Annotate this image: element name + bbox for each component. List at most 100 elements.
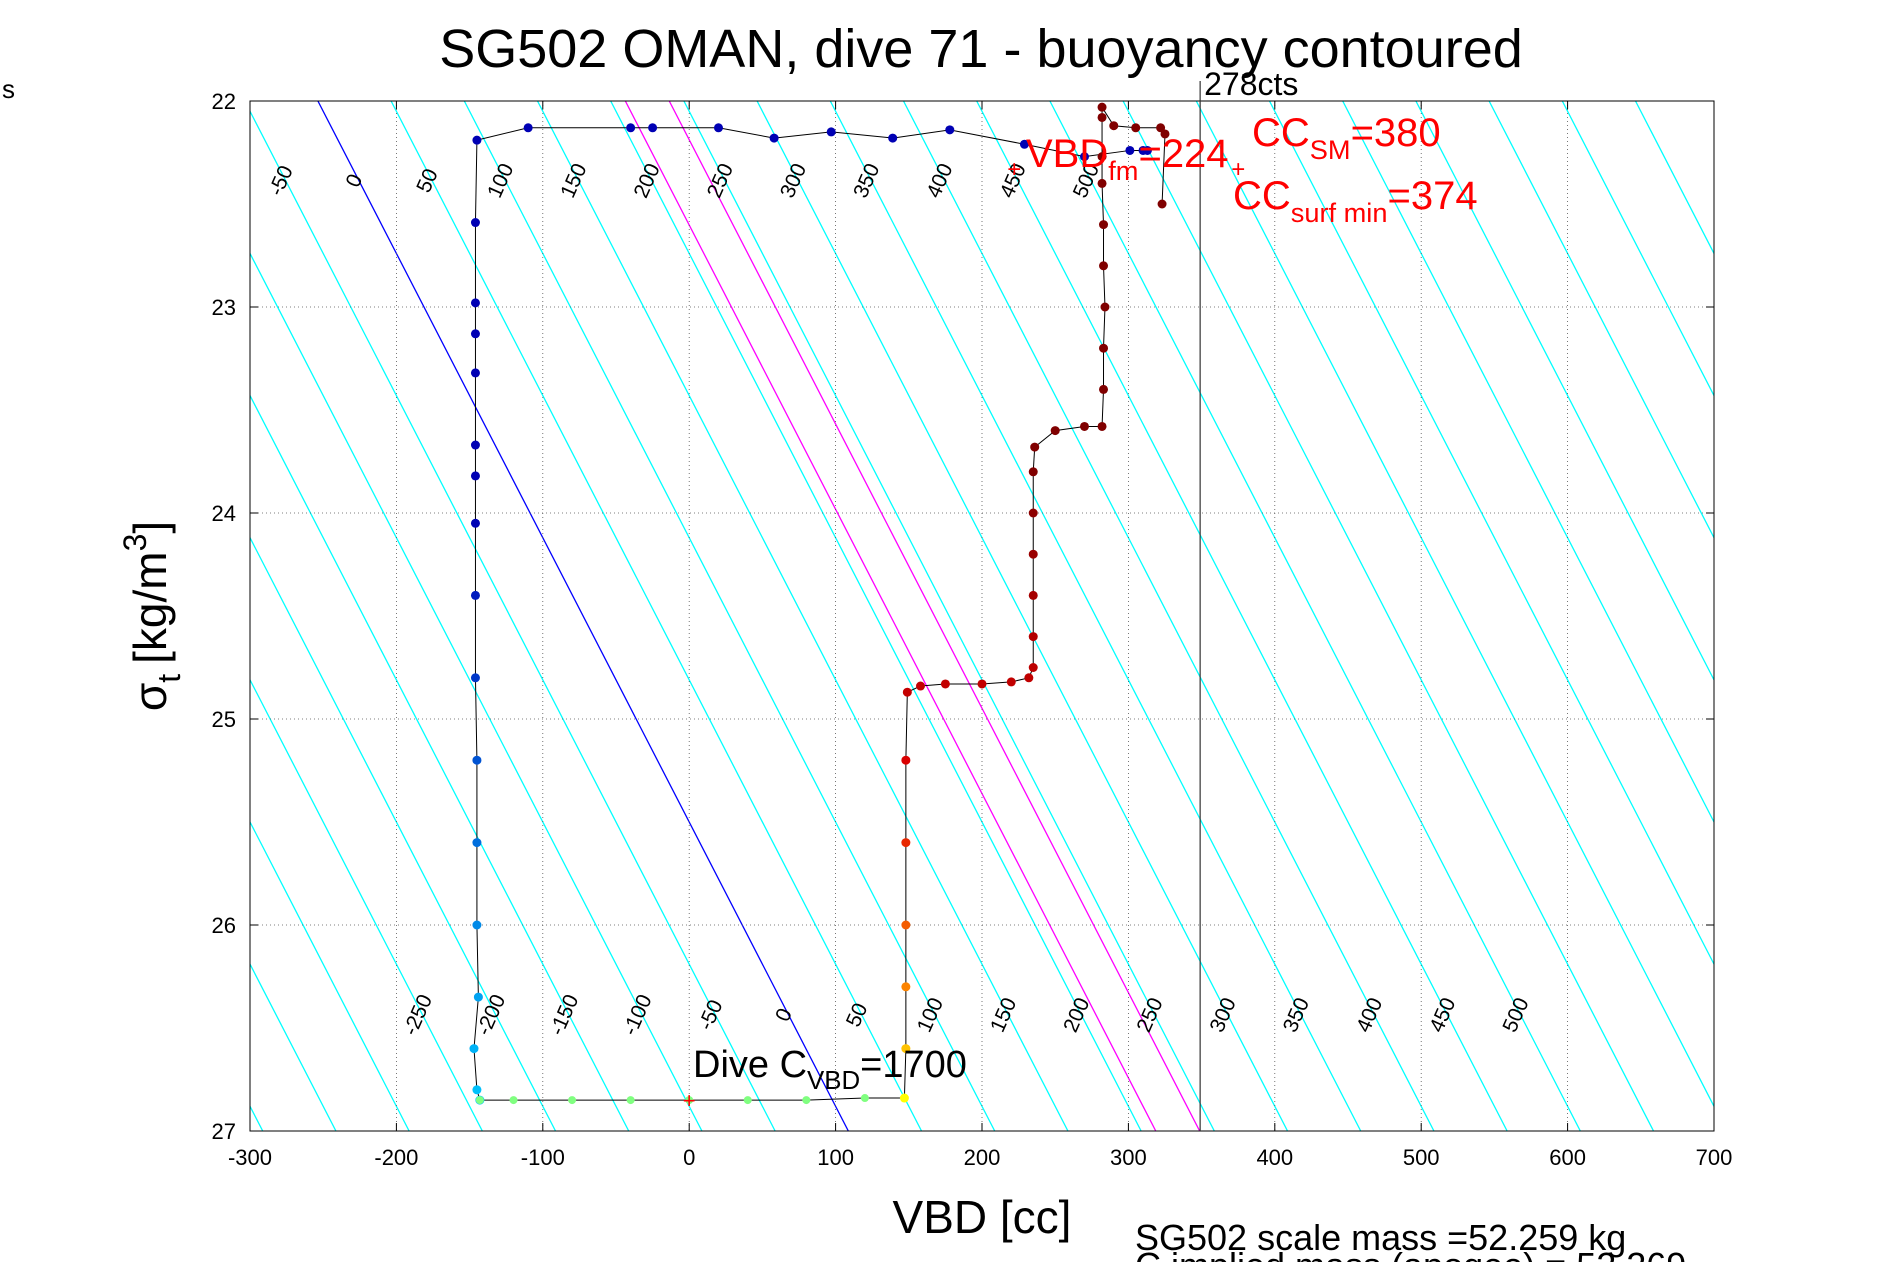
contour-line	[1415, 101, 1714, 682]
x-tick-label: 400	[1256, 1145, 1293, 1170]
bottom-point	[802, 1096, 811, 1105]
climb-point	[940, 679, 950, 689]
y-tick-label: 25	[212, 707, 236, 732]
plus-marker: +	[1007, 156, 1021, 183]
cc-sm-annotation: CCSM=380	[1252, 111, 1441, 165]
contour-line	[1342, 101, 1714, 824]
climb-point	[1028, 632, 1038, 642]
climb-point	[1097, 178, 1107, 188]
climb-point	[1024, 673, 1034, 683]
descent-point	[1142, 145, 1152, 155]
climb-point	[916, 681, 926, 691]
y-tick-label: 22	[212, 89, 236, 114]
contour-sm	[668, 101, 1201, 1131]
climb-point	[1030, 442, 1040, 452]
x-tick-label: -100	[521, 1145, 565, 1170]
contour-line	[1268, 101, 1714, 966]
descent-point	[888, 133, 898, 143]
contour-label-top: -250	[0, 157, 7, 205]
contour-line	[250, 394, 630, 1131]
bottom-point	[626, 1096, 635, 1105]
climb-point	[1097, 112, 1107, 122]
axis-ticks: -300 -200 -100 0 100 200 300 400 500 600 700 22 23 24…	[212, 89, 1733, 1170]
climb-point	[1131, 123, 1141, 133]
x-tick-label: 0	[683, 1145, 695, 1170]
dive-traces	[469, 102, 1170, 1105]
climb-point	[977, 679, 987, 689]
climb-point	[899, 1093, 909, 1103]
descent-line	[473, 140, 481, 1101]
contour-label-top: -150	[116, 157, 154, 205]
contour-lines	[0, 101, 1714, 1131]
climb-point	[1157, 199, 1167, 209]
climb-point	[1160, 129, 1170, 139]
climb-point	[1006, 677, 1016, 687]
contour-label-top: -200	[43, 157, 81, 205]
x-tick-label: 300	[1110, 1145, 1147, 1170]
climb-point	[1099, 384, 1109, 394]
descent-point	[1079, 152, 1089, 162]
y-tick-label: 27	[212, 1119, 236, 1144]
climb-point	[1099, 220, 1109, 230]
contour-line	[390, 101, 923, 1131]
plot-frame	[249, 100, 1715, 1132]
descent-point	[469, 1044, 479, 1054]
svg-text:σt[kg/m3]: σt [kg/m3]	[117, 521, 187, 711]
descent-point	[472, 838, 482, 848]
contour-line	[250, 536, 557, 1131]
contour-line	[976, 101, 1508, 1131]
x-tick-label: 500	[1403, 1145, 1440, 1170]
footer-line-2: C implied mass (apogee) = 52.269	[1135, 1245, 1686, 1262]
descent-point	[470, 329, 480, 339]
climb-point	[1028, 663, 1038, 672]
contour-line	[1122, 101, 1655, 1131]
contour-line	[683, 101, 1215, 1131]
contour-line	[250, 678, 483, 1131]
descent-point	[470, 673, 480, 683]
climb-point	[1097, 152, 1107, 162]
contour-zero	[317, 101, 849, 1131]
contour-sm	[624, 101, 1157, 1131]
descent-point	[826, 127, 836, 137]
descent-point	[769, 133, 779, 143]
descent-point	[470, 518, 480, 528]
x-tick-label: 200	[964, 1145, 1001, 1170]
climb-point	[901, 755, 911, 765]
climb-point	[1109, 121, 1119, 131]
contour-line	[610, 101, 1142, 1131]
contour-line	[250, 820, 410, 1131]
descent-point	[472, 135, 482, 145]
y-tick-label: 26	[212, 913, 236, 938]
y-tick-label: 24	[212, 501, 236, 526]
climb-point	[1028, 508, 1038, 518]
descent-point	[472, 755, 482, 765]
climb-point	[901, 838, 911, 848]
climb-point	[1097, 102, 1107, 112]
climb-point	[1100, 302, 1110, 312]
descent-point	[1019, 139, 1029, 149]
descent-point	[472, 920, 482, 930]
climb-point	[901, 1044, 911, 1054]
descent-point	[626, 123, 636, 133]
x-tick-label: -300	[228, 1145, 272, 1170]
contour-line	[1634, 101, 1714, 255]
descent-point	[470, 471, 480, 481]
dive-c-annotation: Dive CVBD=1700	[693, 1044, 967, 1095]
contour-line	[829, 101, 1362, 1131]
chart-title: SG502 OMAN, dive 71 - buoyancy contoured	[439, 19, 1523, 79]
contour-line	[902, 101, 1435, 1131]
y-axis-unit: [kg/m	[124, 551, 176, 663]
y-axis-label: σt [kg/m3]	[117, 521, 187, 711]
descent-point	[470, 590, 480, 600]
contour-label-top: 0	[342, 171, 368, 191]
descent-point	[470, 368, 480, 378]
contour-line	[0, 101, 43, 1131]
descent-point	[648, 123, 658, 133]
cts-label: 278cts	[1204, 66, 1298, 102]
footer-line-1: SG502 scale mass =52.259 kg	[1135, 1217, 1626, 1258]
climb-point	[1028, 549, 1038, 559]
climb-point	[1097, 421, 1107, 431]
y-axis-symbol: σ	[124, 683, 176, 711]
x-tick-label: 700	[1696, 1145, 1733, 1170]
